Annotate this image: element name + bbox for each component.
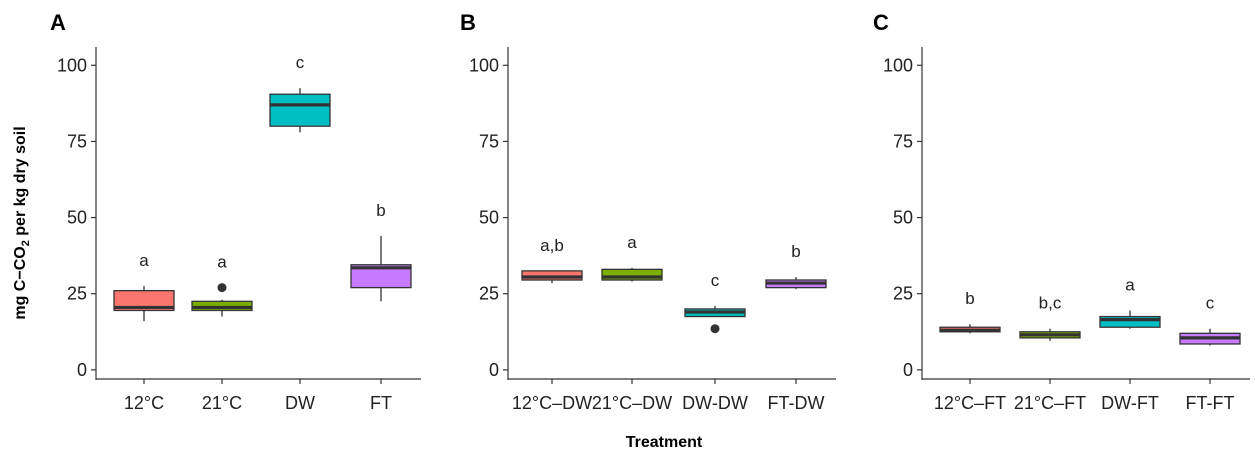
box-0: 12°C–DW a,b <box>512 236 592 413</box>
significance-label: a <box>217 253 227 272</box>
y-tick-label: 25 <box>893 284 913 304</box>
panel-label: B <box>460 10 476 35</box>
panel-label: C <box>873 10 889 35</box>
y-tick-label: 100 <box>57 55 87 75</box>
box-0: 12°C–FT b <box>934 289 1006 413</box>
y-axis-title-subscript: 2 <box>20 240 32 246</box>
significance-label: b,c <box>1039 294 1062 313</box>
x-tick-label: 12°C <box>124 393 164 413</box>
significance-label: b <box>965 289 974 308</box>
significance-label: c <box>1206 294 1215 313</box>
x-tick-label: 12°C–FT <box>934 393 1006 413</box>
significance-label: b <box>791 242 800 261</box>
y-tick-label: 50 <box>893 208 913 228</box>
y-axis-title-suffix: per kg dry soil <box>12 126 29 240</box>
x-axis-title: Treatment <box>626 434 703 451</box>
y-axis-title-prefix: mg C−CO <box>12 246 29 319</box>
x-tick-label: 21°C–DW <box>592 393 672 413</box>
box-iqr <box>350 264 412 289</box>
y-tick-label: 100 <box>883 55 913 75</box>
y-tick-label: 0 <box>489 360 499 380</box>
significance-label: a <box>139 251 149 270</box>
significance-label: a <box>1125 275 1135 294</box>
panel-b: B 0 25 50 75 100 12°C–DW a,b 21°C–DW a DW-DW c FT-DW… <box>460 10 836 413</box>
panels-group: A 0 25 50 75 100 12°C a 21°C a DW c FT b B 0 25 50 75 100 12… <box>50 10 1250 413</box>
y-tick-label: 25 <box>479 284 499 304</box>
box-3: FT-FT c <box>1179 294 1241 413</box>
box-1: 21°C a <box>191 253 253 413</box>
box-1: 21°C–FT b,c <box>1014 294 1086 413</box>
significance-label: b <box>376 201 385 220</box>
x-tick-label: FT-DW <box>768 393 825 413</box>
x-tick-label: 21°C–FT <box>1014 393 1086 413</box>
y-tick-label: 25 <box>67 284 87 304</box>
x-tick-label: DW <box>285 393 315 413</box>
box-2: DW-DW c <box>682 271 748 413</box>
outlier-point <box>217 283 227 293</box>
x-tick-label: FT-FT <box>1186 393 1235 413</box>
box-2: DW-FT a <box>1099 275 1161 413</box>
outlier-point <box>710 324 720 334</box>
box-iqr <box>269 93 331 127</box>
x-tick-label: DW-DW <box>682 393 748 413</box>
panel-label: A <box>50 10 66 35</box>
box-iqr <box>601 268 663 281</box>
x-tick-label: DW-FT <box>1101 393 1159 413</box>
panel-a: A 0 25 50 75 100 12°C a 21°C a DW c FT b <box>50 10 421 413</box>
x-tick-label: 12°C–DW <box>512 393 592 413</box>
significance-label: c <box>296 53 305 72</box>
y-tick-label: 100 <box>469 55 499 75</box>
y-tick-label: 75 <box>67 131 87 151</box>
box-iqr <box>113 290 175 312</box>
significance-label: a <box>627 233 637 252</box>
y-tick-label: 50 <box>67 208 87 228</box>
y-tick-label: 0 <box>903 360 913 380</box>
significance-label: c <box>711 271 720 290</box>
y-tick-label: 75 <box>893 131 913 151</box>
y-axis-title: mg C−CO2 per kg dry soil <box>12 126 32 319</box>
panel-c: C 0 25 50 75 100 12°C–FT b 21°C–FT b,c DW-FT a FT-FT… <box>873 10 1250 413</box>
y-tick-label: 0 <box>77 360 87 380</box>
box-2: DW c <box>269 53 331 413</box>
y-tick-label: 75 <box>479 131 499 151</box>
box-3: FT b <box>350 201 412 413</box>
box-iqr <box>1099 315 1161 328</box>
x-tick-label: FT <box>370 393 392 413</box>
box-3: FT-DW b <box>765 242 827 413</box>
y-tick-label: 50 <box>479 208 499 228</box>
box-0: 12°C a <box>113 251 175 413</box>
x-tick-label: 21°C <box>202 393 242 413</box>
box-1: 21°C–DW a <box>592 233 672 413</box>
significance-label: a,b <box>540 236 564 255</box>
